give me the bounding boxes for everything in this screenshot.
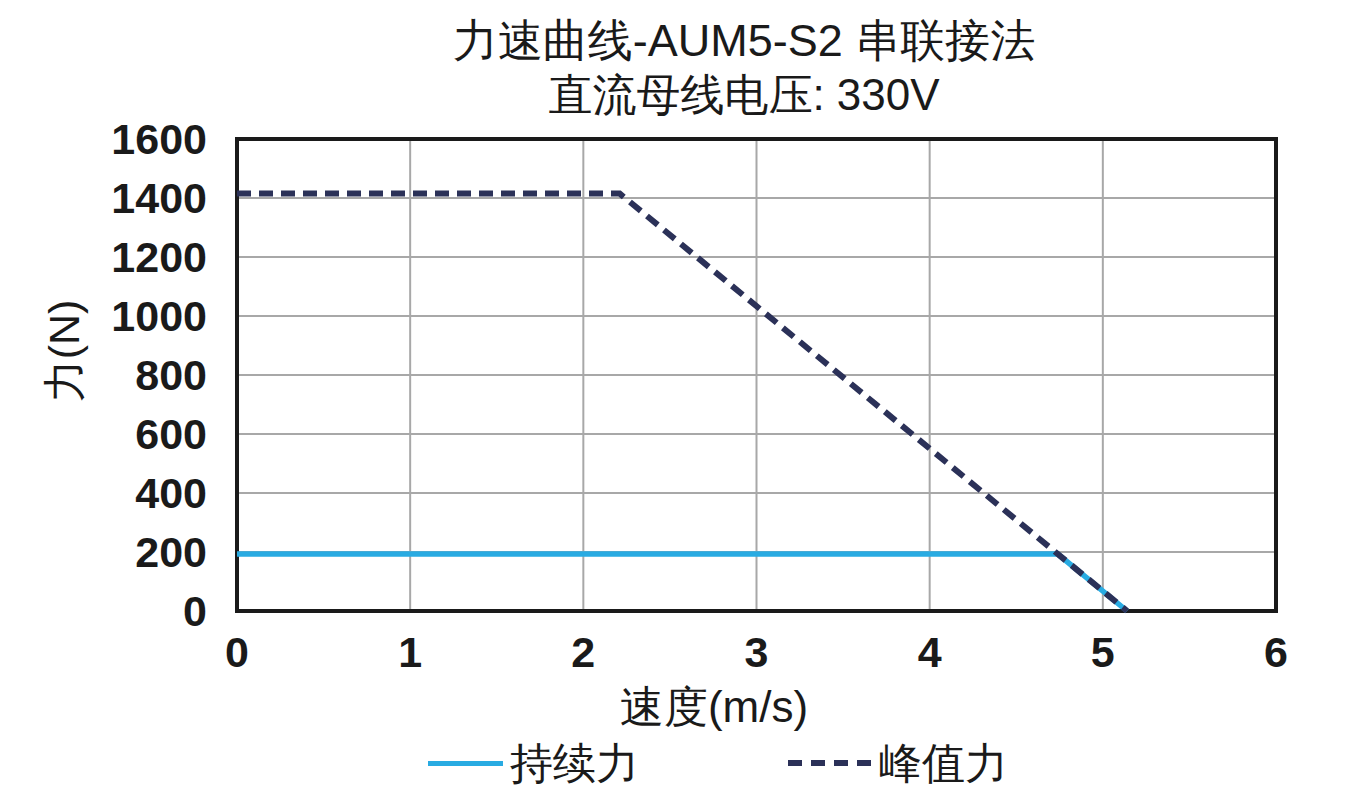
continuous-force-line: [237, 554, 1127, 611]
y-axis-title: 力(N): [39, 251, 89, 451]
y-tick-label: 200: [135, 528, 207, 576]
legend-label-peak: 峰值力: [879, 735, 1008, 791]
x-tick-label: 0: [225, 628, 249, 676]
y-tick-label: 0: [183, 587, 207, 635]
force-speed-chart: 力速曲线-AUM5-S2 串联接法 直流母线电压: 330V 0 1 2 3 4 5 6 0 2…: [0, 0, 1347, 798]
y-tick-label: 1000: [111, 292, 207, 340]
x-tick-label: 2: [571, 628, 595, 676]
legend-entry-continuous: 持续力: [428, 735, 639, 791]
legend-label-continuous: 持续力: [510, 735, 639, 791]
y-tick-label: 1400: [111, 174, 207, 222]
chart-title: 力速曲线-AUM5-S2 串联接法: [84, 11, 1347, 71]
x-tick-label: 1: [398, 628, 422, 676]
x-tick-label: 6: [1264, 628, 1288, 676]
y-tick-label: 600: [135, 410, 207, 458]
legend-entry-peak: 峰值力: [788, 735, 1008, 791]
x-tick-label: 4: [918, 628, 942, 676]
continuous-force-line-sample: [428, 761, 503, 766]
x-tick-label: 3: [745, 628, 769, 676]
y-tick-label: 800: [135, 351, 207, 399]
peak-force-line-sample: [788, 760, 872, 766]
y-tick-label: 400: [135, 469, 207, 517]
x-tick-label: 5: [1091, 628, 1115, 676]
chart-subtitle: 直流母线电压: 330V: [84, 66, 1347, 125]
legend: 持续力 峰值力: [428, 735, 1008, 791]
x-axis-title: 速度(m/s): [514, 678, 914, 737]
y-tick-label: 1200: [111, 233, 207, 281]
